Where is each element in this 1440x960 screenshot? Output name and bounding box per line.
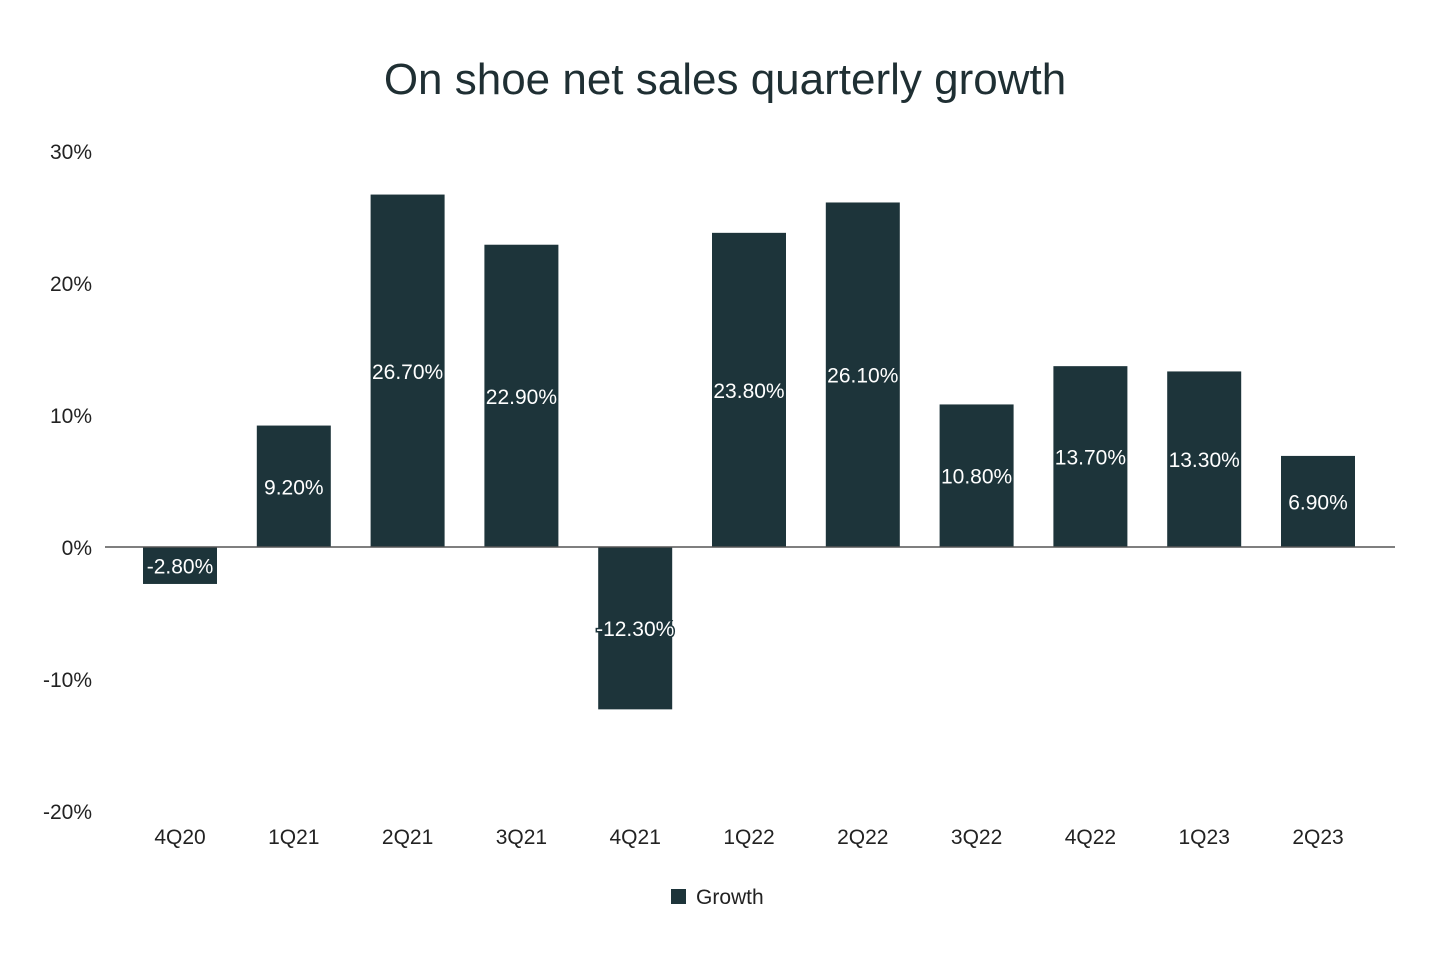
bar-1Q23	[1167, 371, 1242, 547]
bar-2Q23	[1281, 455, 1355, 547]
bar-2Q22	[825, 202, 900, 548]
x-tick-label: 1Q23	[1179, 826, 1230, 849]
legend-label: Growth	[696, 886, 764, 909]
bar-4Q20	[143, 547, 217, 584]
legend-swatch	[671, 889, 686, 904]
bar-3Q22	[939, 404, 1014, 547]
chart-title: On shoe net sales quarterly growth	[384, 55, 1066, 104]
data-label: 13.70%	[1055, 447, 1126, 470]
bar-4Q21	[598, 547, 673, 710]
y-tick-label: 20%	[50, 273, 92, 296]
data-label: 6.90%	[1288, 491, 1348, 514]
x-tick-label: 3Q21	[496, 826, 547, 849]
bar-4Q22	[1053, 366, 1128, 547]
bars	[143, 194, 1355, 710]
data-label: -2.80%	[147, 555, 214, 578]
data-labels: -2.80% 9.20% 26.70% 22.90% -12.30% 23.80% 26.1…	[145, 359, 1349, 642]
bar-3Q21	[484, 244, 559, 547]
y-tick-label: -10%	[43, 669, 92, 692]
data-label: 10.80%	[941, 466, 1012, 489]
bar-1Q22	[712, 232, 786, 547]
bar-2Q21	[370, 194, 445, 547]
data-label: 26.70%	[372, 361, 443, 384]
x-tick-label: 4Q22	[1065, 826, 1116, 849]
x-tick-label: 3Q22	[951, 826, 1002, 849]
legend: Growth	[671, 886, 764, 909]
x-tick-label: 1Q22	[723, 826, 774, 849]
data-label: 22.90%	[486, 386, 557, 409]
data-label: 9.20%	[264, 476, 324, 499]
x-tick-label: 2Q23	[1292, 826, 1343, 849]
x-tick-label: 2Q21	[382, 826, 433, 849]
x-tick-label: 2Q22	[837, 826, 888, 849]
data-label: -12.30%	[596, 618, 674, 641]
x-tick-label: 4Q21	[610, 826, 661, 849]
y-tick-label: -20%	[43, 801, 92, 824]
x-tick-label: 1Q21	[268, 826, 319, 849]
data-label: 23.80%	[713, 380, 784, 403]
y-tick-label: 0%	[62, 537, 92, 560]
y-tick-label: 30%	[50, 141, 92, 164]
data-label: 13.30%	[1169, 449, 1240, 472]
y-axis: 30% 20% 10% 0% -10% -20%	[43, 141, 92, 824]
y-tick-label: 10%	[50, 405, 92, 428]
bar-1Q21	[256, 425, 331, 547]
x-tick-label: 4Q20	[154, 826, 205, 849]
data-label: 26.10%	[827, 365, 898, 388]
x-axis: 4Q20 1Q21 2Q21 3Q21 4Q21 1Q22 2Q22 3Q22 4Q22 1Q23…	[154, 826, 1343, 849]
